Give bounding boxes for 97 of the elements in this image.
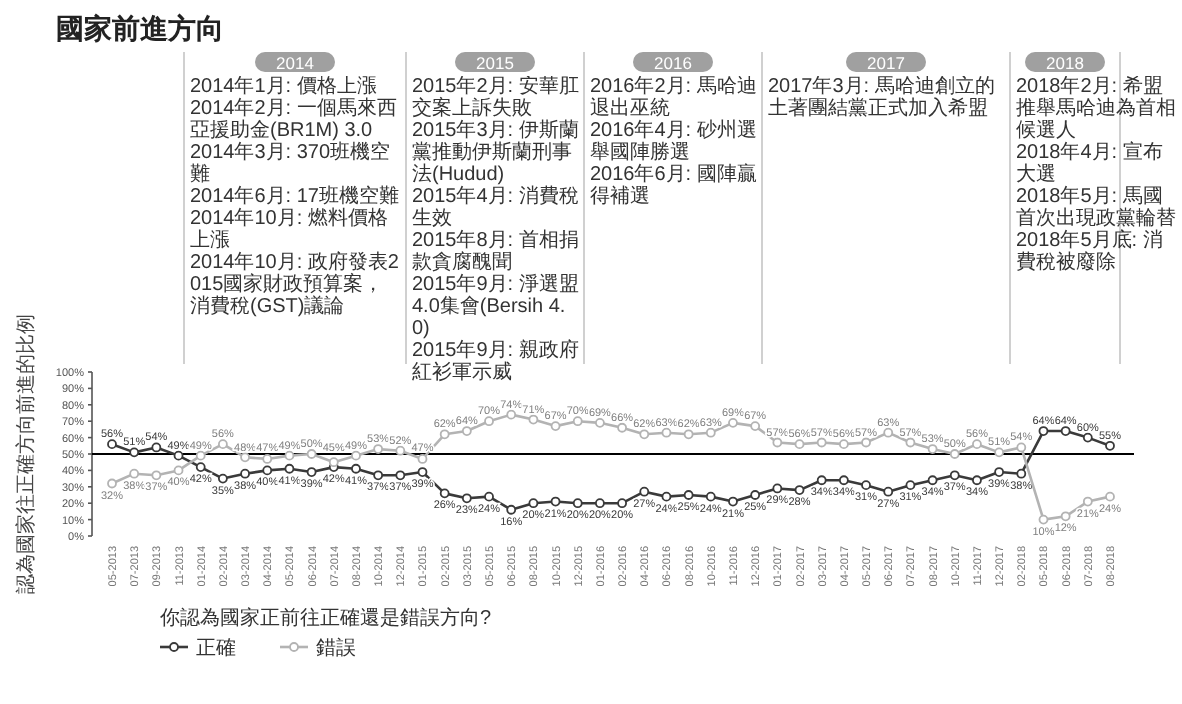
point — [461, 426, 472, 436]
point — [395, 445, 406, 456]
point — [484, 416, 494, 427]
point — [772, 483, 783, 494]
point — [484, 491, 494, 502]
point — [1016, 468, 1027, 479]
annotation: 2015年9月: 親政府紅衫軍示威 — [412, 340, 580, 384]
point — [550, 496, 561, 507]
point — [883, 427, 894, 438]
point — [861, 437, 871, 448]
point — [861, 480, 871, 491]
point — [461, 493, 472, 504]
point — [816, 475, 827, 486]
point — [395, 470, 406, 481]
point — [328, 457, 339, 468]
point — [417, 454, 428, 464]
point — [883, 486, 894, 497]
point — [750, 421, 761, 432]
point — [373, 444, 384, 454]
point — [240, 452, 250, 463]
point — [972, 439, 982, 450]
point — [728, 417, 738, 428]
point — [572, 416, 583, 427]
point — [705, 427, 716, 438]
point — [994, 447, 1005, 458]
point — [306, 449, 317, 459]
point — [284, 450, 295, 461]
point — [572, 498, 583, 509]
point — [949, 449, 960, 459]
point — [129, 447, 140, 458]
point — [683, 429, 694, 440]
point — [1060, 426, 1071, 436]
point — [240, 468, 250, 479]
point — [528, 414, 539, 425]
point — [506, 504, 517, 515]
point — [439, 429, 450, 440]
point — [262, 454, 273, 464]
point — [1105, 440, 1115, 451]
point — [1082, 432, 1093, 443]
point — [151, 470, 162, 481]
point — [617, 498, 627, 509]
point — [794, 485, 805, 495]
point — [1038, 514, 1049, 525]
point — [373, 470, 384, 481]
point — [217, 439, 228, 450]
point — [816, 437, 827, 448]
point — [1082, 496, 1093, 507]
legend-label: 錯誤 — [316, 636, 356, 660]
point — [661, 427, 672, 438]
point — [927, 475, 938, 486]
point — [195, 450, 206, 461]
point — [949, 470, 960, 481]
point — [284, 463, 295, 474]
point — [306, 467, 317, 477]
point — [1038, 426, 1049, 436]
point — [595, 498, 605, 509]
point — [151, 442, 162, 453]
point — [905, 437, 916, 448]
point — [927, 444, 938, 454]
point — [972, 475, 982, 486]
point — [728, 496, 738, 507]
legend-title: 你認為國家正前往正確還是錯誤方向? — [160, 606, 492, 630]
point — [506, 409, 517, 420]
point — [550, 421, 561, 432]
point — [1060, 511, 1071, 522]
point — [351, 463, 361, 474]
point — [838, 439, 849, 450]
point — [772, 437, 783, 448]
point — [417, 467, 428, 477]
point — [439, 488, 450, 499]
point — [794, 439, 805, 450]
point — [994, 467, 1005, 477]
legend-label: 正確 — [196, 638, 236, 660]
point — [639, 429, 650, 440]
point — [528, 498, 539, 509]
point — [1105, 491, 1115, 502]
point — [107, 439, 117, 450]
point — [595, 417, 605, 428]
point — [173, 450, 184, 461]
point — [129, 468, 140, 479]
point — [173, 465, 184, 476]
point — [661, 491, 672, 502]
y-axis-title: 認為國家往正確方向前進的比例 — [14, 314, 38, 594]
point — [838, 475, 849, 486]
point — [195, 462, 206, 473]
point — [351, 450, 361, 461]
point — [683, 490, 694, 500]
point — [750, 490, 761, 500]
chart-title: 國家前進方向 — [56, 12, 224, 44]
point — [617, 422, 627, 433]
point — [639, 486, 650, 497]
point — [262, 465, 273, 476]
point — [1016, 442, 1027, 453]
point — [217, 473, 228, 484]
point — [905, 480, 916, 491]
point — [107, 478, 117, 489]
point — [705, 491, 716, 502]
